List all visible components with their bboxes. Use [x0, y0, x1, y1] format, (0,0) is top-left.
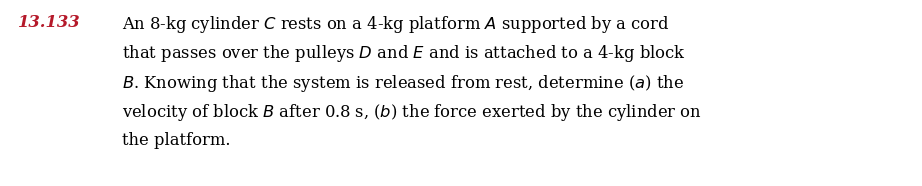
Text: the platform.: the platform.	[122, 132, 230, 149]
Text: that passes over the pulleys $D$ and $E$ and is attached to a 4-kg block: that passes over the pulleys $D$ and $E$…	[122, 44, 686, 65]
Text: velocity of block $B$ after 0.8 s, ($b$) the force exerted by the cylinder on: velocity of block $B$ after 0.8 s, ($b$)…	[122, 102, 702, 124]
Text: An 8-kg cylinder $C$ rests on a 4-kg platform $A$ supported by a cord: An 8-kg cylinder $C$ rests on a 4-kg pla…	[122, 14, 669, 35]
Text: 13.133: 13.133	[18, 14, 80, 31]
Text: $B$. Knowing that the system is released from rest, determine ($a$) the: $B$. Knowing that the system is released…	[122, 73, 684, 94]
